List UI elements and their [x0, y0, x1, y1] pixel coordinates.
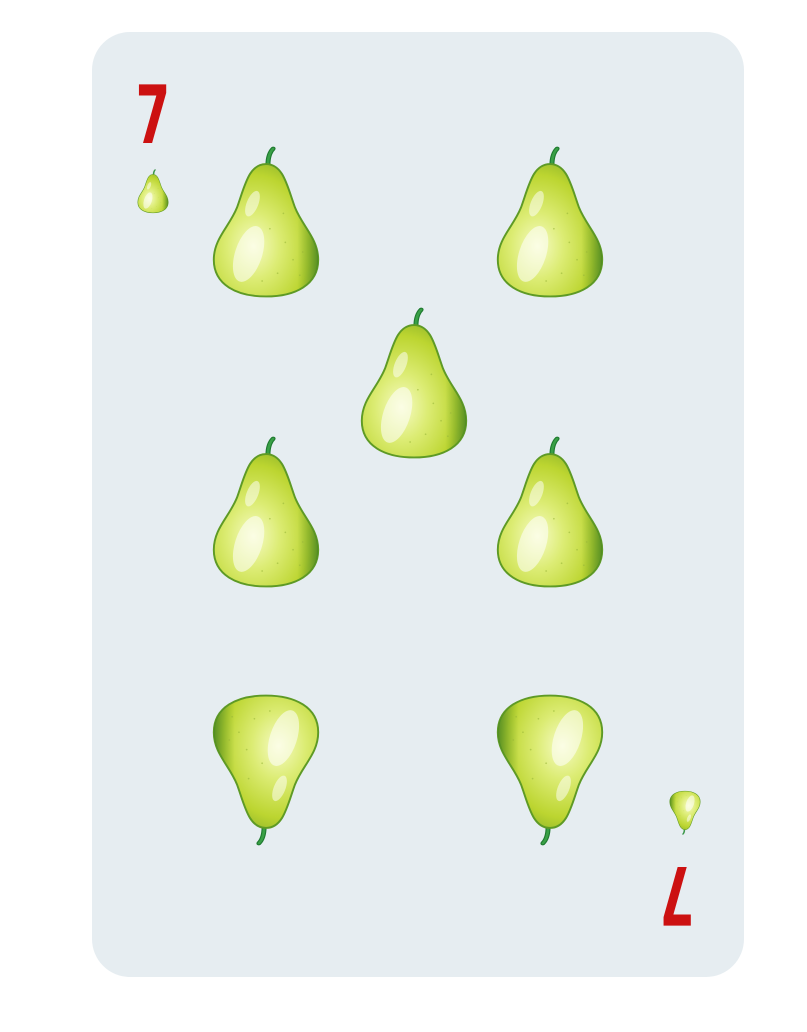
pear-icon — [208, 144, 324, 302]
pear-icon — [356, 305, 472, 463]
rank-top: 7 — [135, 69, 171, 162]
pear-icon — [208, 434, 324, 592]
rank-bottom: 7 — [659, 848, 695, 941]
playing-card[interactable]: 7 7 — [92, 32, 744, 977]
pear-icon-inverted — [208, 690, 324, 848]
pear-icon — [492, 144, 608, 302]
corner-pear-icon-bottom — [668, 790, 702, 835]
pear-icon — [492, 434, 608, 592]
corner-pear-icon-top — [136, 169, 170, 214]
pear-icon-inverted — [492, 690, 608, 848]
